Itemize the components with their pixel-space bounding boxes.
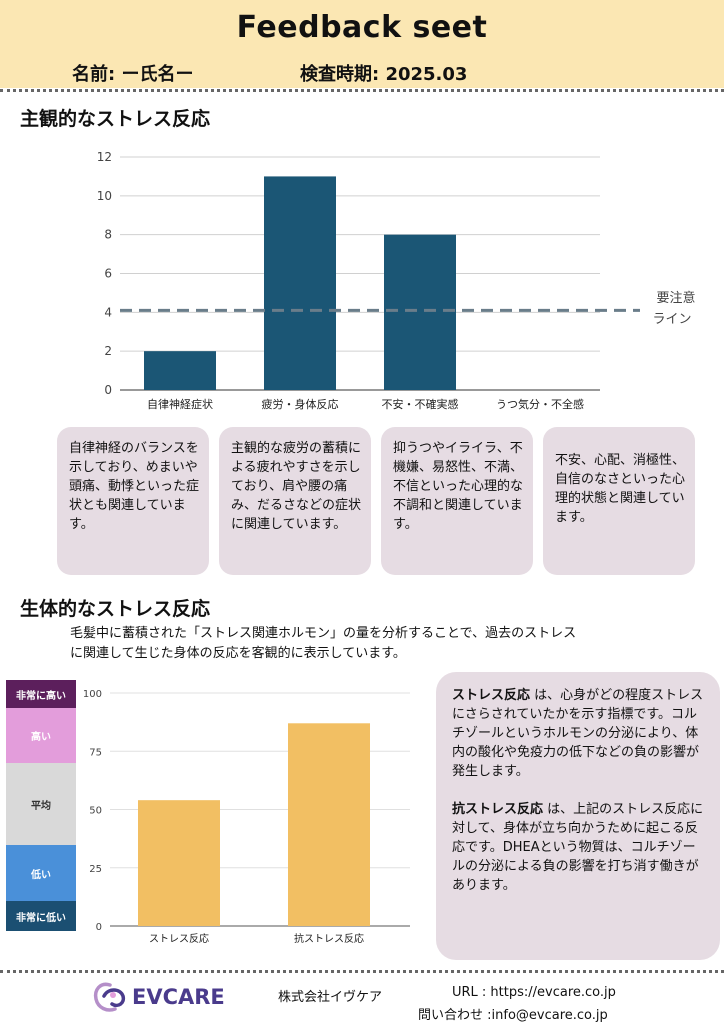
x-tick-label: 自律神経症状 [147,397,213,411]
y-tick-label: 50 [89,806,102,817]
bar [138,800,220,926]
description-card: 自律神経のバランスを示しており、めまいや頭痛、動悸といった症状とも関連しています… [57,427,209,575]
page-title: Feedback seet [236,10,488,45]
contact-email[interactable]: 問い合わせ :info@evcare.co.jp [418,1008,608,1023]
biological-stress-chart: 0 25 50 75 100 ストレス反応 抗ストレス反応 [83,689,410,945]
y-tick-label: 4 [104,305,112,319]
logo-text: EVCARE [132,985,225,1009]
company-logo: EVCARE [92,980,225,1014]
level-high: 高い [6,708,76,763]
intro-line: 毛髪中に蓄積された「ストレス関連ホルモン」の量を分析することで、過去のストレス [70,626,577,641]
info-term: ストレス反応 [452,688,531,703]
intro-line: に関連して生じた身体の反応を客観的に表示しています。 [70,646,406,661]
description-text: 不安、心配、消極性、自信のなさといった心理的状態と関連しています。 [555,453,686,525]
bar [144,351,216,390]
y-tick-label: 12 [97,150,112,164]
y-tick-label: 100 [83,689,102,700]
bar [384,234,456,390]
x-tick-label: 不安・不確実感 [382,397,459,411]
bar [264,176,336,390]
level-very-high: 非常に高い [6,680,76,708]
x-tick-label: うつ気分・不全感 [496,397,584,411]
dotted-divider [0,89,724,92]
caution-line-label: 要注意 [656,290,695,306]
y-tick-label: 25 [89,864,102,875]
level-very-low: 非常に低い [6,901,76,931]
description-card: 抑うつやイライラ、不機嫌、易怒性、不満、不信といった心理的な不調和と関連していま… [381,427,533,575]
company-name: 株式会社イヴケア [278,990,383,1005]
x-tick-label: 抗ストレス反応 [294,932,364,945]
caution-line-label: ライン [652,312,691,327]
y-tick-label: 0 [96,922,102,933]
level-low: 低い [6,845,76,901]
info-term: 抗ストレス反応 [452,802,544,817]
website-link[interactable]: URL : https://evcare.co.jp [452,985,616,1000]
evcare-logo-icon [93,982,126,1012]
description-card: 主観的な疲労の蓄積による疲れやすさを示しており、肩や腰の痛み、だるさなどの症状に… [219,427,371,575]
section-title-biological: 生体的なストレス反応 [20,598,211,620]
x-tick-label: ストレス反応 [149,932,209,945]
x-tick-label: 疲労・身体反応 [262,397,339,411]
intro-text: 毛髪中に蓄積された「ストレス関連ホルモン」の量を分析することで、過去のストレス … [70,624,690,664]
y-tick-label: 10 [97,189,112,203]
description-text: 抑うつやイライラ、不機嫌、易怒性、不満、不信といった心理的な不調和と関連していま… [393,441,524,532]
y-tick-label: 75 [89,747,102,758]
level-average: 平均 [6,763,76,845]
header-banner: Feedback seet 名前: ー氏名ー 検査時期: 2025.03 [0,0,724,88]
y-tick-label: 0 [104,383,112,397]
bar [288,723,370,926]
y-tick-label: 6 [104,267,112,281]
section-title-subjective: 主観的なストレス反応 [20,108,211,130]
info-box: ストレス反応 は、心身がどの程度ストレスにさらされていたかを示す指標です。コルチ… [436,672,720,960]
description-card: 不安、心配、消極性、自信のなさといった心理的状態と関連しています。 [543,427,695,575]
y-tick-label: 2 [104,344,112,358]
description-text: 主観的な疲労の蓄積による疲れやすさを示しており、肩や腰の痛み、だるさなどの症状に… [231,441,362,532]
name-label: 名前: ー氏名ー [72,64,194,85]
description-text: 自律神経のバランスを示しており、めまいや頭痛、動悸といった症状とも関連しています… [69,441,200,532]
info-text: は、上記のストレス反応に対して、身体が立ち向かうために起こる反応です。DHEAと… [452,802,704,893]
subjective-stress-chart: 0 2 4 6 8 10 12 自律神経症状 疲労・身体反応 不安・不確実感 うつ気分・不全感 要注意… [97,150,696,411]
info-text: は、心身がどの程度ストレスにさらされていたかを示す指標です。コルチゾールというホ… [452,688,704,779]
dotted-divider [0,970,724,973]
y-tick-label: 8 [104,228,112,242]
test-date-label: 検査時期: 2025.03 [300,64,468,85]
